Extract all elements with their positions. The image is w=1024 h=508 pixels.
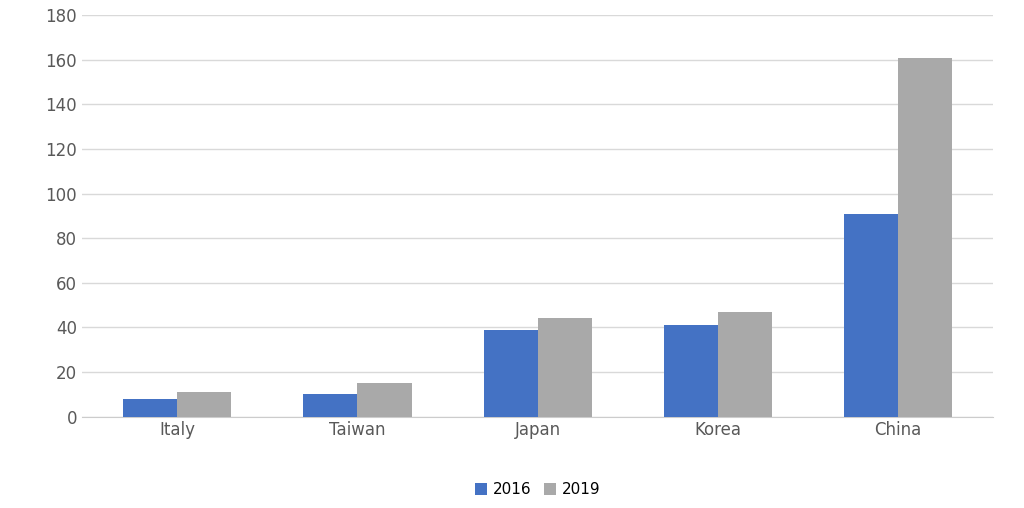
Bar bbox=[357, 383, 412, 417]
Bar bbox=[664, 325, 718, 417]
Legend: 2016, 2019: 2016, 2019 bbox=[468, 477, 607, 503]
Bar bbox=[483, 330, 538, 417]
Bar bbox=[718, 312, 772, 417]
Bar bbox=[303, 394, 357, 417]
Bar bbox=[123, 399, 177, 417]
Bar bbox=[898, 57, 952, 417]
Bar bbox=[844, 214, 898, 417]
Bar bbox=[177, 392, 231, 417]
Bar bbox=[538, 319, 592, 417]
